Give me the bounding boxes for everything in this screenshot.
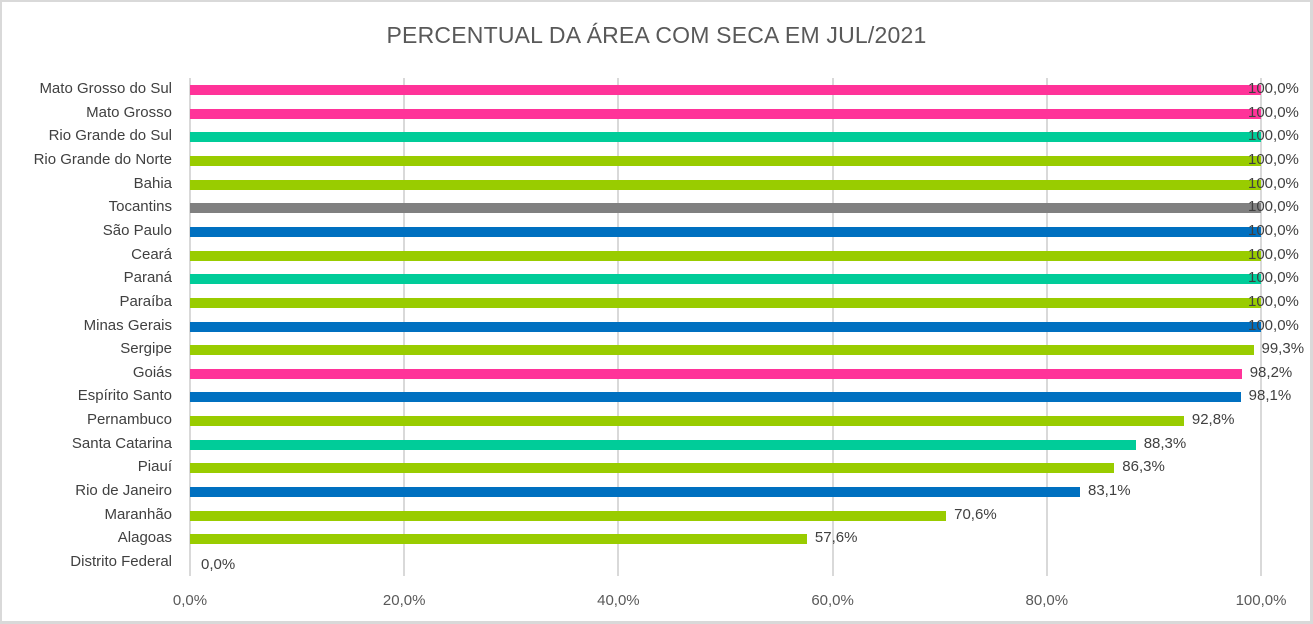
bar	[190, 510, 947, 521]
data-label: 0,0%	[201, 556, 236, 573]
data-label: 57,6%	[814, 529, 858, 547]
bar-row: 86,3%	[190, 456, 1261, 480]
category-label: Maranhão	[104, 505, 172, 523]
bar-row: 100,0%	[190, 220, 1299, 244]
bar	[190, 203, 1261, 214]
bar	[190, 439, 1136, 450]
bar	[190, 345, 1254, 356]
category-label: Alagoas	[117, 529, 172, 547]
data-label: 100,0%	[1248, 198, 1299, 216]
bar-row: 98,1%	[190, 385, 1291, 409]
bar-row: 92,8%	[190, 409, 1261, 433]
bar-row: 100,0%	[190, 315, 1299, 339]
data-label: 70,6%	[954, 505, 997, 523]
bar-row: 100,0%	[190, 267, 1299, 291]
category-label: Ceará	[131, 245, 172, 263]
bar	[190, 534, 807, 545]
category-label: Piauí	[137, 458, 172, 476]
bar	[190, 274, 1261, 285]
bar-row: 100,0%	[190, 149, 1299, 173]
bar-row: 83,1%	[190, 480, 1261, 504]
data-label: 100,0%	[1248, 221, 1299, 239]
gridline	[1260, 78, 1262, 576]
bar	[190, 297, 1261, 308]
category-label: Sergipe	[120, 340, 172, 358]
x-tick-label: 0,0%	[172, 592, 208, 609]
category-label: Mato Grosso do Sul	[39, 80, 172, 97]
bar-row: 100,0%	[190, 125, 1299, 149]
x-tick-label: 60,0%	[811, 592, 854, 609]
bar	[190, 179, 1261, 190]
data-label: 100,0%	[1248, 80, 1299, 97]
category-label: São Paulo	[102, 221, 172, 239]
bar-row: 100,0%	[190, 244, 1299, 268]
bar-row: 100,0%	[190, 173, 1299, 197]
category-label: Goiás	[132, 363, 172, 381]
bar	[190, 132, 1261, 143]
x-tick-label: 100,0%	[1235, 592, 1287, 609]
category-label: Paraná	[123, 269, 172, 287]
bar	[190, 250, 1261, 261]
bar	[190, 487, 1080, 498]
bar-row: 0,0%	[190, 551, 1261, 575]
bar	[190, 368, 1242, 379]
data-label: 100,0%	[1248, 269, 1299, 287]
category-label: Paraíba	[119, 292, 172, 310]
category-label: Santa Catarina	[71, 434, 172, 452]
category-label: Tocantins	[108, 198, 172, 216]
bar-row: 70,6%	[190, 504, 1261, 528]
bar-row: 100,0%	[190, 196, 1299, 220]
x-tick-label: 40,0%	[597, 592, 640, 609]
data-label: 100,0%	[1248, 292, 1299, 310]
category-label: Pernambuco	[86, 411, 172, 429]
bar	[190, 321, 1261, 332]
data-label: 100,0%	[1248, 103, 1299, 121]
data-label: 99,3%	[1261, 340, 1305, 358]
chart-title: PERCENTUAL DA ÁREA COM SECA EM JUL/2021	[386, 22, 927, 48]
data-label: 83,1%	[1088, 482, 1131, 500]
bar-row: 57,6%	[190, 527, 1261, 551]
bar-row: 88,3%	[190, 433, 1261, 457]
bar-row: 100,0%	[190, 102, 1299, 126]
bar-row: 98,2%	[190, 362, 1292, 386]
data-label: 92,8%	[1191, 411, 1235, 429]
data-label: 100,0%	[1248, 127, 1299, 145]
plot-area: 100,0% 100,0% 100,0% 100,0% 100,0% 100,0% 100,…	[189, 78, 1304, 576]
bar-row: 100,0%	[190, 78, 1299, 102]
bar	[190, 416, 1184, 427]
category-label: Rio de Janeiro	[75, 482, 172, 500]
data-label: 100,0%	[1248, 150, 1299, 168]
bar	[190, 108, 1261, 119]
bar	[190, 392, 1241, 403]
bar-row: 100,0%	[190, 291, 1299, 315]
data-label: 100,0%	[1248, 316, 1299, 334]
category-label: Espírito Santo	[77, 387, 172, 405]
bar-row: 99,3%	[190, 338, 1304, 362]
data-label: 98,1%	[1248, 387, 1292, 405]
data-label: 100,0%	[1248, 245, 1299, 263]
data-label: 86,3%	[1122, 458, 1165, 476]
bar	[190, 85, 1261, 95]
bar	[190, 226, 1261, 237]
bar	[190, 463, 1115, 474]
category-label: Mato Grosso	[86, 103, 172, 121]
category-label: Rio Grande do Norte	[33, 150, 172, 168]
category-label: Minas Gerais	[83, 316, 172, 334]
data-label: 88,3%	[1143, 434, 1187, 452]
x-tick-label: 20,0%	[382, 592, 426, 609]
data-label: 98,2%	[1249, 363, 1293, 381]
x-tick-label: 80,0%	[1025, 592, 1069, 609]
bar	[190, 155, 1261, 166]
category-label: Rio Grande do Sul	[48, 127, 172, 145]
data-label: 100,0%	[1248, 174, 1299, 192]
category-label: Bahia	[133, 174, 172, 192]
category-label: Distrito Federal	[70, 553, 172, 570]
